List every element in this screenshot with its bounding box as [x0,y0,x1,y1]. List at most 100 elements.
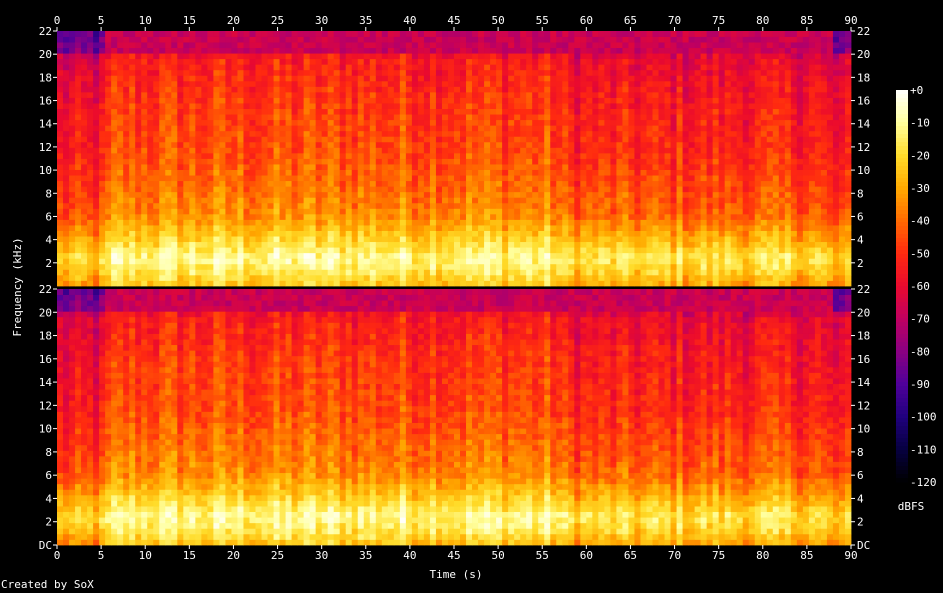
heatmap-cell [568,191,575,198]
heatmap-cell [472,108,479,115]
heatmap-cell [478,158,485,165]
heatmap-cell [99,191,106,198]
heatmap-cell [279,119,286,126]
heatmap-cell [327,80,335,87]
heatmap-cell [231,197,238,204]
heatmap-cell [291,47,299,54]
heatmap-cell [634,75,641,82]
heatmap-cell [219,130,226,137]
heatmap-cell [339,186,347,193]
heatmap-cell [435,280,443,287]
heatmap-cell [105,263,112,270]
heatmap-cell [315,180,323,187]
heatmap-cell [309,53,317,60]
heatmap-cell [201,247,208,254]
heatmap-cell [189,53,196,60]
heatmap-cell [123,103,130,110]
heatmap-cell [508,164,515,170]
heatmap-cell [411,141,419,148]
heatmap-cell [87,75,94,82]
heatmap-cell [183,80,190,87]
heatmap-cell [381,69,389,76]
heatmap-cell [393,103,401,110]
heatmap-cell [207,58,214,65]
heatmap-cell [628,158,635,165]
heatmap-cell [682,258,689,265]
heatmap-cell [502,258,509,265]
heatmap-cell [484,236,491,243]
heatmap-cell [664,202,671,209]
heatmap-cell [219,208,226,215]
heatmap-cell [171,31,178,37]
heatmap-cell [213,186,220,193]
heatmap-cell [207,31,214,37]
heatmap-cell [321,58,329,65]
heatmap-cell [700,147,708,154]
heatmap-cell [694,208,702,215]
heatmap-cell [159,252,166,259]
heatmap-cell [640,86,647,93]
heatmap-cell [544,236,551,243]
heatmap-cell [57,252,64,259]
heatmap-cell [429,280,437,287]
heatmap-cell [484,103,491,110]
heatmap-cell [231,31,238,37]
heatmap-cell [550,141,557,148]
heatmap-cell [321,186,329,193]
heatmap-cell [243,86,250,93]
heatmap-cell [201,158,208,165]
heatmap-cell [315,186,323,193]
heatmap-cell [297,58,305,65]
heatmap-cell [111,58,118,65]
heatmap-cell [159,258,166,265]
heatmap-cell [147,258,154,265]
heatmap-cell [381,202,389,209]
heatmap-cell [454,241,461,248]
heatmap-cell [69,169,76,176]
heatmap-cell [171,75,178,82]
heatmap-cell [171,152,178,159]
heatmap-cell [285,47,292,54]
heatmap-cell [496,141,503,148]
heatmap-cell [183,258,190,265]
heatmap-cell [616,130,623,137]
heatmap-cell [652,36,659,43]
heatmap-cell [117,75,124,82]
heatmap-cell [568,47,575,54]
heatmap-cell [243,114,250,121]
heatmap-cell [231,208,238,215]
heatmap-cell [261,80,268,87]
heatmap-cell [598,42,605,49]
heatmap-cell [57,47,64,54]
heatmap-cell [351,175,359,182]
heatmap-cell [303,31,311,37]
heatmap-cell [435,69,443,76]
heatmap-cell [381,280,389,287]
heatmap-cell [411,69,419,76]
heatmap-cell [478,31,485,37]
heatmap-cell [622,164,629,170]
heatmap-cell [447,219,455,226]
heatmap-cell [117,119,124,126]
heatmap-cell [568,241,575,248]
heatmap-cell [610,108,617,115]
heatmap-cell [375,147,383,154]
heatmap-cell [111,230,118,237]
heatmap-cell [574,202,581,209]
heatmap-cell [291,119,299,126]
heatmap-cell [363,158,371,165]
heatmap-cell [622,42,629,49]
heatmap-cell [622,47,629,54]
heatmap-cell [381,241,389,248]
heatmap-cell [189,114,196,121]
heatmap-cell [417,108,425,115]
heatmap-cell [195,64,202,71]
heatmap-cell [502,186,509,193]
heatmap-cell [532,186,539,193]
heatmap-cell [574,114,581,121]
heatmap-cell [279,180,286,187]
heatmap-cell [411,58,419,65]
heatmap-cell [201,42,208,49]
heatmap-cell [333,136,341,143]
heatmap-cell [177,114,184,121]
